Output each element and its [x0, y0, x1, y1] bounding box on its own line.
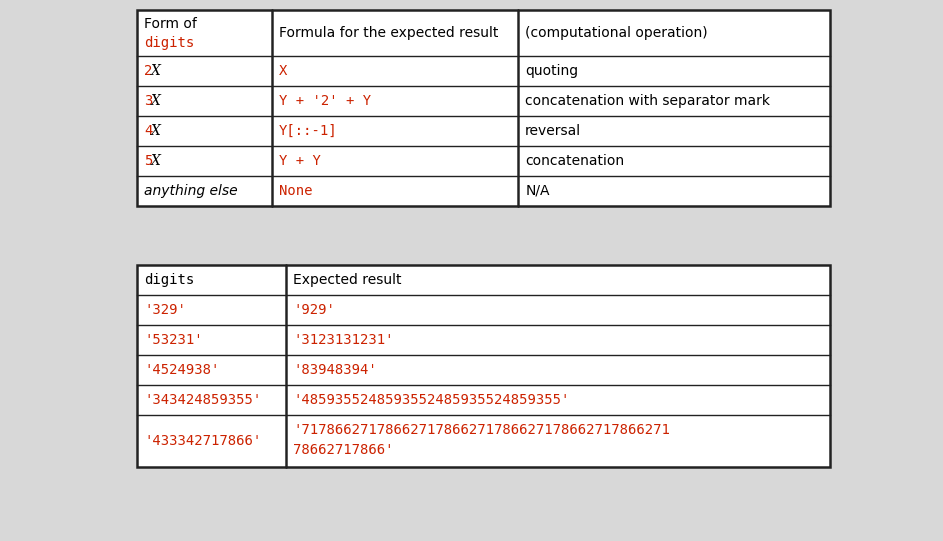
Text: '53231': '53231': [144, 333, 203, 347]
Text: Y + '2' + Y: Y + '2' + Y: [279, 94, 372, 108]
Text: '71786627178662717866271786627178662717866271: '717866271786627178662717866271786627178…: [293, 423, 670, 437]
Text: X: X: [151, 154, 160, 168]
Text: (computational operation): (computational operation): [525, 26, 708, 40]
Text: None: None: [279, 184, 313, 198]
Text: '329': '329': [144, 303, 186, 317]
Text: X: X: [151, 124, 160, 138]
Text: '4859355248593552485935524859355': '4859355248593552485935524859355': [293, 393, 570, 407]
Text: 78662717866': 78662717866': [293, 444, 393, 457]
Text: Formula for the expected result: Formula for the expected result: [279, 26, 499, 40]
Text: '343424859355': '343424859355': [144, 393, 261, 407]
Text: X: X: [151, 94, 160, 108]
Text: N/A: N/A: [525, 184, 550, 198]
Text: Y[::-1]: Y[::-1]: [279, 124, 338, 138]
Text: X: X: [279, 64, 288, 78]
Text: '83948394': '83948394': [293, 363, 377, 377]
Text: Expected result: Expected result: [293, 273, 402, 287]
Text: digits: digits: [144, 273, 194, 287]
Text: X: X: [151, 64, 160, 78]
Text: concatenation: concatenation: [525, 154, 624, 168]
Text: Y + Y: Y + Y: [279, 154, 321, 168]
Text: '3123131231': '3123131231': [293, 333, 393, 347]
Text: '433342717866': '433342717866': [144, 434, 261, 448]
Text: '4524938': '4524938': [144, 363, 220, 377]
Text: 5: 5: [144, 154, 153, 168]
Text: reversal: reversal: [525, 124, 581, 138]
Text: concatenation with separator mark: concatenation with separator mark: [525, 94, 770, 108]
Text: '929': '929': [293, 303, 335, 317]
Text: digits: digits: [144, 36, 194, 50]
Text: 2: 2: [144, 64, 153, 78]
Bar: [137, 10, 830, 206]
Text: anything else: anything else: [144, 184, 238, 198]
Bar: [137, 265, 830, 467]
Text: 3: 3: [144, 94, 153, 108]
Text: quoting: quoting: [525, 64, 578, 78]
Text: 4: 4: [144, 124, 153, 138]
Text: Form of: Form of: [144, 17, 197, 31]
